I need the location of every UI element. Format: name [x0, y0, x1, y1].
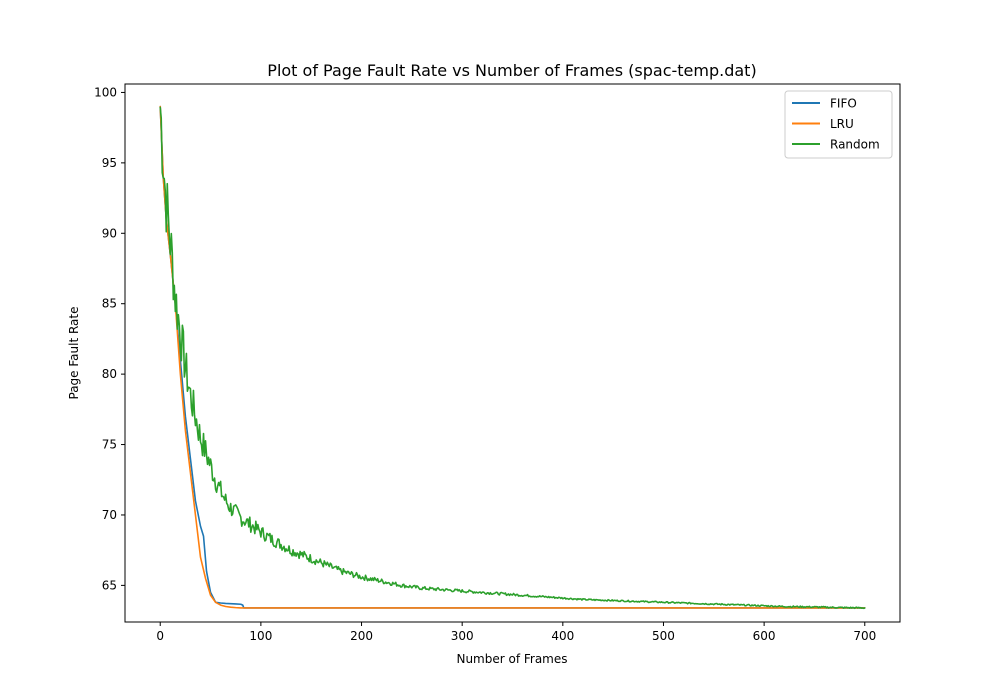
series-line-random — [159, 106, 866, 610]
x-tick-label: 500 — [652, 629, 675, 643]
y-axis: 65 70 75 80 85 90 95 100 — [94, 85, 125, 592]
legend-label-random: Random — [830, 138, 880, 152]
x-axis: 0 100 200 300 400 500 600 700 — [156, 622, 876, 643]
legend: FIFO LRU Random — [784, 90, 893, 159]
y-axis-label: Page Fault Rate — [67, 307, 81, 400]
y-tick-label: 95 — [102, 156, 117, 170]
y-tick-label: 85 — [102, 297, 117, 311]
x-tick-label: 100 — [249, 629, 272, 643]
x-tick-label: 0 — [156, 629, 164, 643]
chart-title: Plot of Page Fault Rate vs Number of Fra… — [267, 61, 756, 80]
legend-box — [784, 90, 893, 159]
y-tick-label: 65 — [102, 578, 117, 592]
x-tick-label: 400 — [551, 629, 574, 643]
y-tick-label: 100 — [94, 85, 117, 99]
legend-label-lru: LRU — [830, 117, 854, 131]
x-axis-label: Number of Frames — [456, 652, 567, 666]
series-layer — [159, 105, 866, 610]
y-tick-label: 75 — [102, 438, 117, 452]
y-tick-label: 80 — [102, 367, 117, 381]
x-tick-label: 300 — [451, 629, 474, 643]
x-tick-label: 700 — [853, 629, 876, 643]
legend-label-fifo: FIFO — [830, 97, 857, 111]
x-tick-label: 600 — [753, 629, 776, 643]
x-tick-label: 200 — [350, 629, 373, 643]
y-tick-label: 90 — [102, 226, 117, 240]
y-tick-label: 70 — [102, 508, 117, 522]
plot-frame — [124, 83, 901, 623]
